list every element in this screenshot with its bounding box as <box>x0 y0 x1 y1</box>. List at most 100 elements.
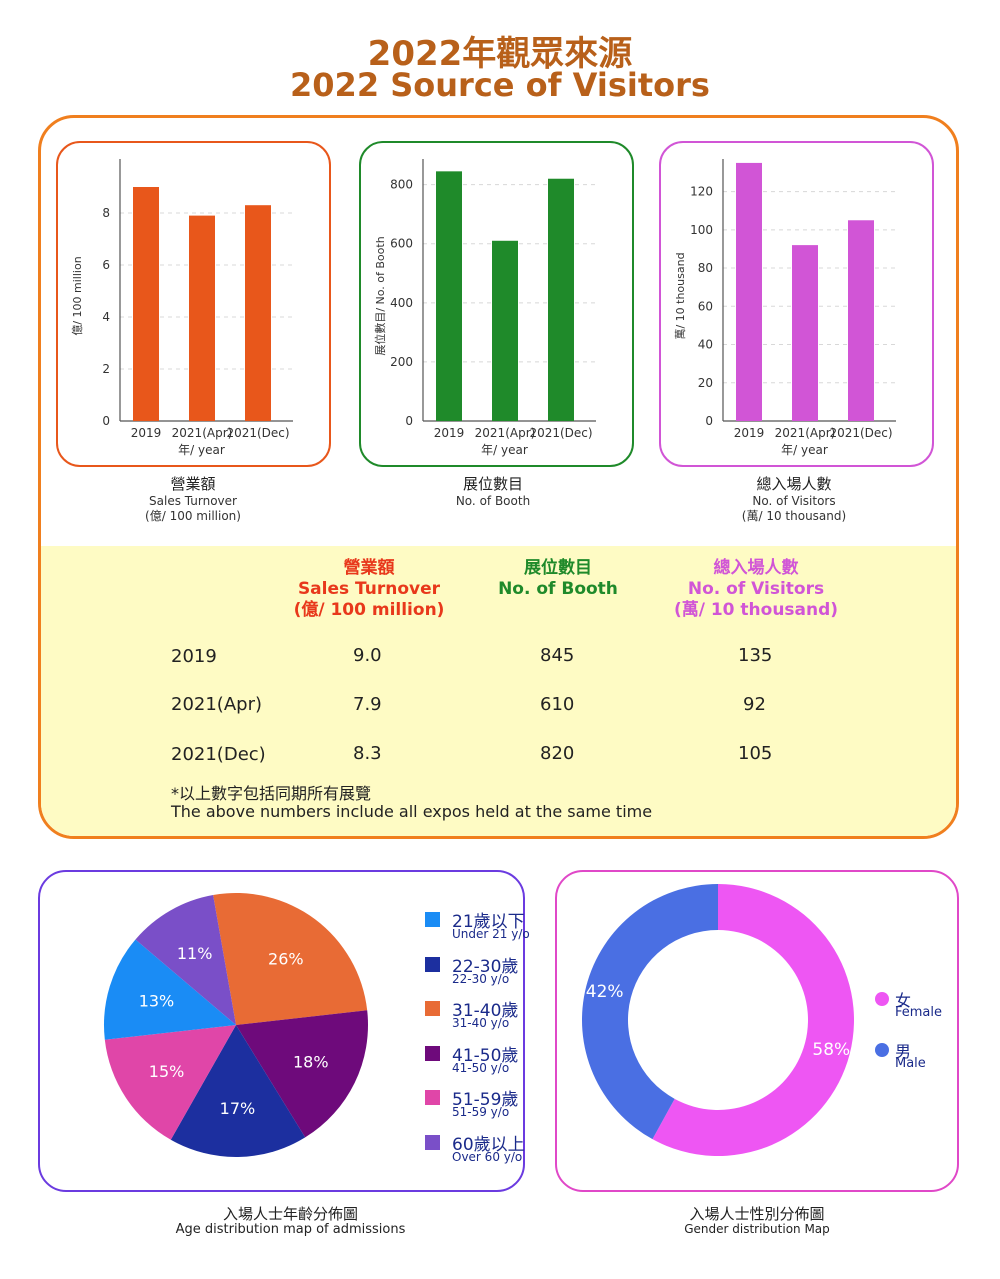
legend-swatch <box>425 1134 440 1150</box>
booth-caption-zh: 展位數目 <box>462 475 523 493</box>
y-axis-label: 萬/ 10 thousand <box>674 252 687 339</box>
table-row-label: 2021(Dec) <box>171 744 266 765</box>
y-tick-label: 200 <box>390 355 413 369</box>
table-cell-visitors: 105 <box>738 743 773 764</box>
donut-slice <box>582 884 718 1140</box>
legend-label-en: 41-50 y/o <box>452 1060 510 1075</box>
x-tick-label: 2019 <box>434 426 465 440</box>
legend-swatch <box>425 956 440 972</box>
table-header-visitors-unit: (萬/ 10 thousand) <box>673 600 839 620</box>
age-caption-en: Age distribution map of admissions <box>175 1221 406 1237</box>
bar <box>736 162 762 422</box>
x-tick-label: 2021(Apr) <box>775 426 836 440</box>
x-tick-label: 2021(Dec) <box>226 426 289 440</box>
age-caption: 入場人士年齡分佈圖 Age distribution map of admiss… <box>38 1206 543 1237</box>
y-tick-label: 20 <box>698 376 713 390</box>
y-axis-label: 展位數目/ No. of Booth <box>373 236 387 355</box>
pie-slice <box>104 1025 236 1140</box>
y-tick-label: 40 <box>698 338 713 352</box>
slice-label: 11% <box>177 944 213 963</box>
legend-label-en: Over 60 y/o <box>452 1149 523 1164</box>
legend-label-zh: 31-40歲 <box>452 1001 519 1021</box>
table-cell-visitors: 135 <box>738 645 773 666</box>
bar <box>792 245 818 421</box>
table-cell-turnover: 8.3 <box>353 743 382 764</box>
pie-slice <box>104 939 236 1040</box>
x-tick-label: 2021(Apr) <box>475 426 536 440</box>
table-header-visitors-en: No. of Visitors <box>687 579 825 599</box>
legend-dot <box>875 992 889 1006</box>
pie-slice <box>170 1025 306 1157</box>
legend-dot <box>875 1043 889 1057</box>
x-tick-label: 2019 <box>131 426 162 440</box>
x-tick-label: 2021(Apr) <box>172 426 233 440</box>
slice-label: 18% <box>293 1052 329 1071</box>
slice-label: 13% <box>139 992 175 1011</box>
page-title-zh: 2022年觀眾來源 <box>367 34 633 74</box>
booth-caption-en: No. of Booth <box>455 493 531 508</box>
visitors-chart: 0 20 40 60 80 100 120 2019 2021(Apr) 2021(Dec) 年/ … <box>659 141 934 467</box>
y-tick-label: 80 <box>698 261 713 275</box>
y-tick-label: 6 <box>102 258 110 272</box>
booth-bar-chart: 0 200 400 600 800 2019 2021(Apr)2021(Dec)年/ ye… <box>373 159 596 457</box>
pie-slice <box>236 1010 368 1138</box>
legend-swatch <box>425 1090 440 1105</box>
slice-label: 17% <box>220 1099 256 1118</box>
y-tick-label: 0 <box>705 414 713 428</box>
table-header-booth: 展位數目 No. of Booth <box>438 558 678 600</box>
table-cell-booth: 610 <box>540 694 575 715</box>
bar <box>436 171 462 421</box>
table-cell-booth: 820 <box>540 743 575 764</box>
booth-chart: 0 200 400 600 800 2019 2021(Apr) 2021(Dec) 年/ ye… <box>359 141 634 467</box>
y-axis-label: 億/ 100 million <box>71 256 84 335</box>
turnover-caption-en: Sales Turnover <box>149 493 237 508</box>
slice-label: 15% <box>149 1062 185 1081</box>
y-tick-label: 60 <box>698 299 713 313</box>
y-tick-label: 0 <box>102 414 110 428</box>
table-cell-visitors: 92 <box>743 694 766 715</box>
age-distribution-panel: 26% 18% 17% 15% 13% 11% 21歲以下 Under 21 y/o 22-3… <box>38 870 530 1192</box>
bar <box>492 240 518 421</box>
table-header-booth-zh: 展位數目 <box>524 558 592 578</box>
y-tick-label: 600 <box>390 237 413 251</box>
legend-label-en: 22-30 y/o <box>452 971 510 986</box>
x-axis-label: 年/ year <box>781 443 828 457</box>
table-cell-turnover: 9.0 <box>353 645 382 666</box>
legend-label-en: 51-59 y/o <box>452 1105 510 1119</box>
turnover-bar-chart: 0 2 4 6 8 2019 2021(Apr)2021(Dec)年/ year 億/ 100… <box>71 159 293 457</box>
turnover-caption-zh: 營業額 <box>170 475 216 493</box>
table-header-turnover: 營業額 Sales Turnover (億/ 100 million) <box>249 558 489 621</box>
booth-caption: 展位數目 No. of Booth <box>353 475 633 509</box>
table-header-turnover-zh: 營業額 <box>343 558 395 578</box>
legend-label-zh: 女 <box>895 991 912 1010</box>
gender-caption-zh: 入場人士性別分佈圖 <box>689 1205 825 1223</box>
legend-label-zh: 41-50歲 <box>452 1045 519 1066</box>
legend-label-zh: 21歲以下 <box>452 912 525 932</box>
page-title-en: 2022 Source of Visitors <box>290 66 710 104</box>
turnover-caption: 營業額 Sales Turnover (億/ 100 million) <box>53 475 333 524</box>
table-header-turnover-en: Sales Turnover <box>297 579 441 599</box>
table-header-visitors: 總入場人數 No. of Visitors (萬/ 10 thousand) <box>636 558 876 621</box>
x-tick-label: 2021(Dec) <box>529 426 592 440</box>
table-row-label: 2021(Apr) <box>171 694 262 715</box>
legend-label-zh: 51-59歲 <box>452 1090 519 1110</box>
legend-swatch <box>425 1001 440 1016</box>
table-note-en: The above numbers include all expos held… <box>171 802 653 821</box>
legend-label-zh: 60歲以上 <box>452 1134 525 1155</box>
visitors-caption-zh: 總入場人數 <box>756 475 832 493</box>
table-row-label: 2019 <box>171 646 217 667</box>
slice-label: 26% <box>268 949 304 968</box>
gender-caption: 入場人士性別分佈圖 Gender distribution Map <box>555 1206 959 1236</box>
y-tick-label: 400 <box>390 296 413 310</box>
donut-slice <box>652 884 854 1156</box>
y-tick-label: 4 <box>102 310 110 324</box>
bar <box>848 220 874 421</box>
slice-label: 42% <box>586 982 624 1002</box>
age-pie-chart: 26% 18% 17% 15% 13% 11% <box>104 893 368 1157</box>
x-tick-label: 2021(Dec) <box>829 426 892 440</box>
legend-label-zh: 男 <box>895 1042 912 1061</box>
table-header-booth-en: No. of Booth <box>498 579 618 599</box>
x-axis-label: 年/ year <box>178 443 225 457</box>
y-tick-label: 100 <box>690 223 713 237</box>
legend-label-en: 31-40 y/o <box>452 1016 510 1030</box>
